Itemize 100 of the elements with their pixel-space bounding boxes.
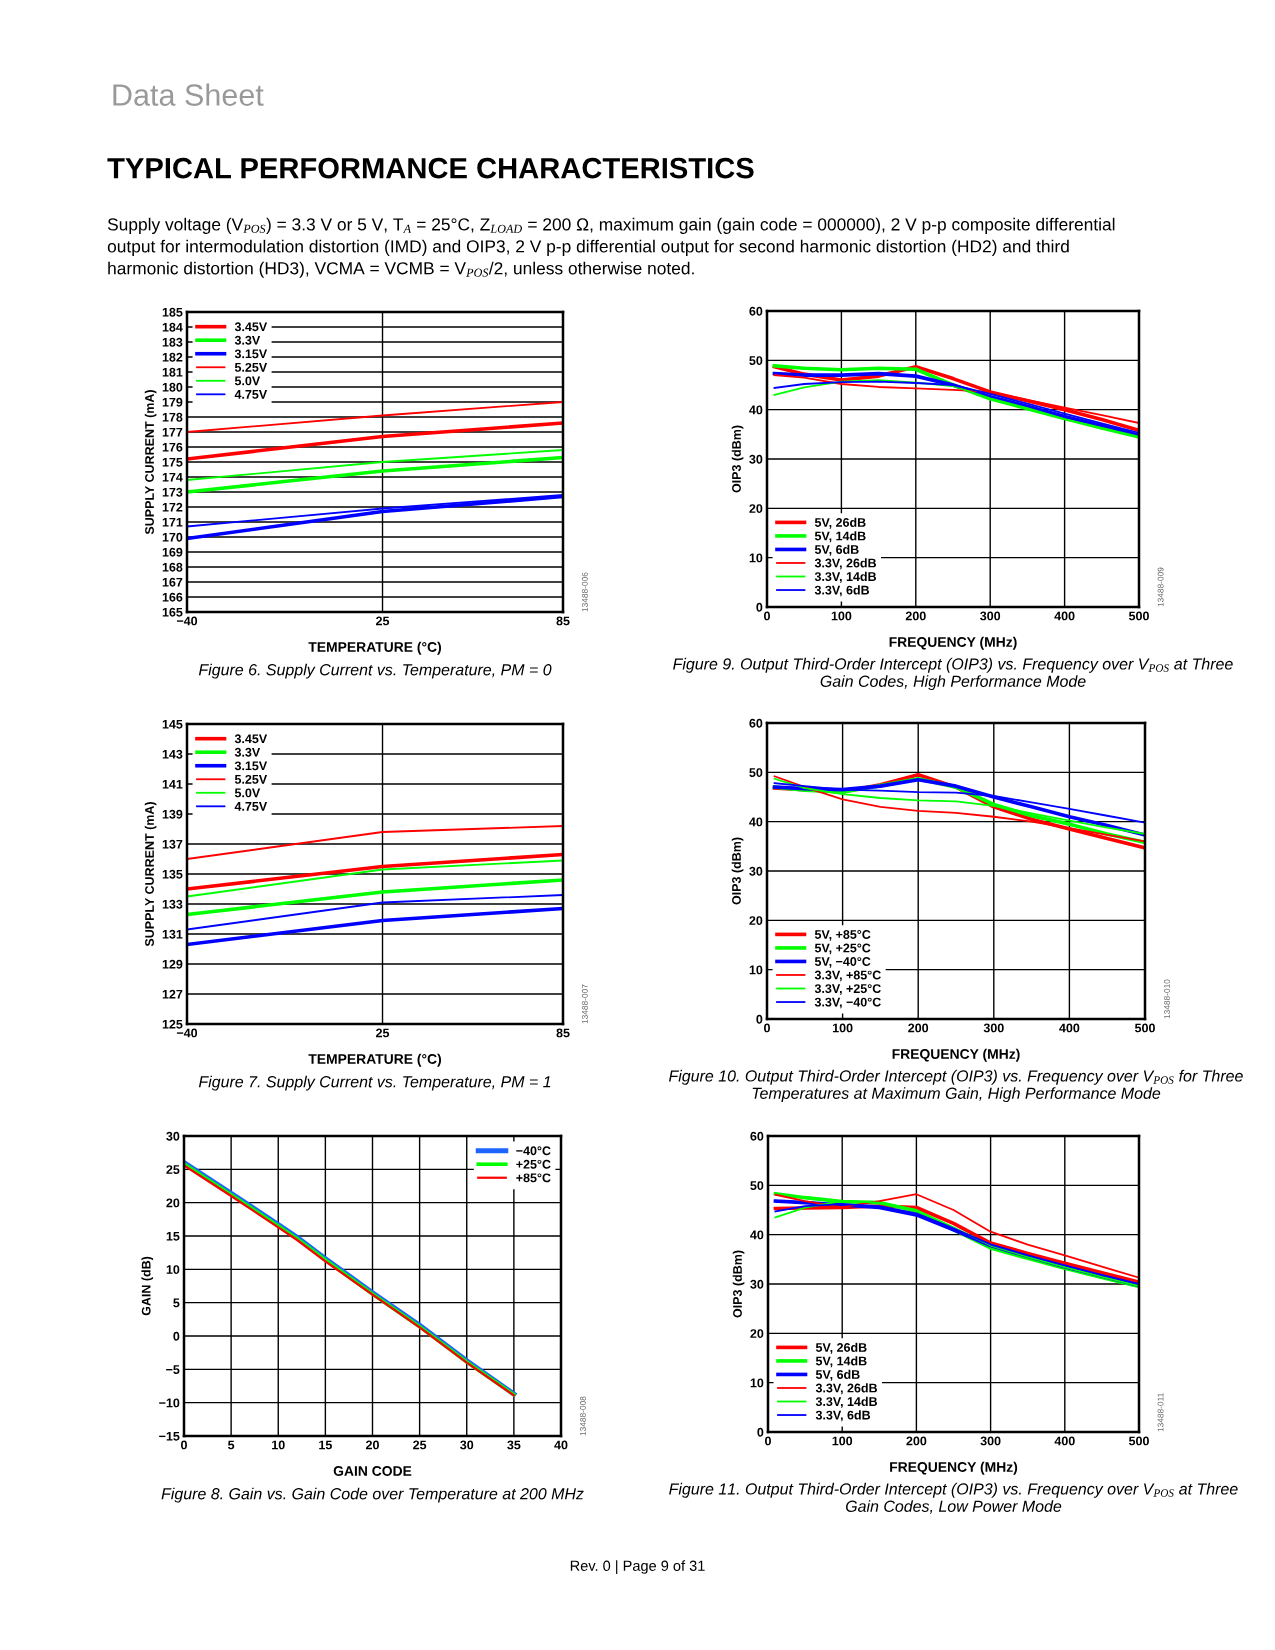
x-tick-label: 85 [556, 616, 570, 626]
legend-label: 3.3V, 14dB [814, 571, 877, 583]
x-tick-label: 300 [980, 1436, 1001, 1446]
y-tick-label: 60 [749, 306, 763, 316]
legend-label: 3.3V, 6dB [815, 1410, 871, 1422]
x-tick-label: 300 [980, 611, 1001, 621]
y-tick-label: 165 [162, 607, 183, 617]
x-tick-label: 200 [908, 1023, 929, 1033]
y-tick-label: 179 [162, 397, 183, 407]
y-tick-label: 170 [162, 532, 183, 542]
y-tick-label: 181 [162, 367, 183, 377]
y-tick-label: 10 [749, 965, 763, 975]
text: 13488-009 [1157, 567, 1164, 607]
x-tick-label: 100 [832, 1023, 853, 1033]
y-tick-label: 182 [162, 352, 183, 362]
y-tick-label: 171 [162, 517, 183, 527]
y-tick-label: 135 [162, 869, 183, 879]
y-tick-label: 0 [173, 1331, 180, 1341]
legend-label: 5V, 14dB [814, 531, 866, 543]
x-tick-label: 100 [831, 611, 852, 621]
y-tick-label: 166 [162, 592, 183, 602]
chart-title: Figure 9. Output Third-Order Intercept (OIP3) vs. Frequency over V$_{POS}$ at Three Gain Codes, High Performance Mode [673, 657, 1233, 691]
legend-label: 3.3V [234, 335, 261, 345]
x-tick-label: 25 [413, 1440, 427, 1450]
text: Supply voltage (V$_{POS}$) = 3.3 V or 5 V, T$_{A}$ = 25°C, Z$_{LOAD}$ = 200 Ω, maximum gain (gain code = 000000), 2 V p-p composite differential output for intermodulation distortion (IMD) and OIP3, 2 V p-p differential output for second harmonic distortion (HD2) and third harmonic distortion (HD3), VCMA = VCMB = V$_{POS}$/2, unless otherwise noted. [107, 217, 1115, 278]
legend-label: 3.3V, 26dB [814, 558, 877, 570]
y-tick-label: 184 [162, 322, 183, 332]
y-tick-label: 131 [162, 929, 183, 939]
y-tick-label: 141 [162, 779, 183, 789]
text: 13488-010 [1164, 979, 1170, 1019]
legend-label: 5V, −40°C [814, 957, 871, 968]
legend-label: 5V, 26dB [815, 1342, 867, 1354]
text: 13488-008 [579, 1396, 586, 1436]
legend-label: 3.45V [234, 322, 268, 332]
x-tick-label: −40 [176, 616, 198, 626]
legend-label: 3.15V [234, 761, 268, 771]
x-axis-title: TEMPERATURE (°C) [308, 1053, 441, 1067]
x-tick-label: 200 [906, 1436, 927, 1446]
x-axis-title: FREQUENCY (MHz) [890, 1461, 1018, 1475]
text: Figure 8. Gain vs. Gain Code over Temperature at 200 MHz [161, 1487, 584, 1503]
y-tick-label: 15 [166, 1231, 180, 1241]
y-tick-label: 40 [749, 817, 763, 827]
x-tick-label: 25 [376, 1028, 390, 1038]
text: Rev. 0 | Page 9 of 31 [570, 1560, 705, 1574]
legend-label: 3.3V, 26dB [815, 1383, 878, 1395]
y-tick-label: 40 [750, 1230, 764, 1240]
legend-label: 3.3V, 6dB [814, 585, 870, 597]
x-tick-label: 35 [507, 1440, 521, 1450]
y-tick-label: 5 [173, 1298, 180, 1308]
y-tick-label: 20 [749, 504, 763, 513]
y-tick-label: 25 [166, 1165, 180, 1174]
text: Figure 6. Supply Current vs. Temperature, PM = 0 [198, 663, 552, 679]
legend-label: 3.15V [234, 349, 268, 359]
y-tick-label: 129 [162, 959, 183, 969]
y-axis-title: SUPPLY CURRENT (mA) [144, 390, 157, 535]
legend-label: 5.0V [234, 376, 261, 386]
y-tick-label: 137 [162, 839, 183, 849]
y-tick-label: 30 [749, 866, 763, 876]
y-tick-label: 185 [162, 307, 183, 317]
legend-label: 3.3V, −40°C [814, 997, 881, 1009]
y-tick-label: 0 [756, 1014, 763, 1024]
y-tick-label: 133 [162, 899, 183, 909]
y-axis-title: SUPPLY CURRENT (mA) [144, 802, 157, 947]
x-tick-label: 85 [556, 1028, 570, 1038]
legend-label: +85°C [516, 1173, 551, 1183]
y-tick-label: 60 [749, 718, 763, 728]
legend-label: 4.75V [234, 802, 268, 811]
y-tick-label: −5 [166, 1365, 180, 1374]
legend-label: 5V, +25°C [814, 943, 871, 955]
x-tick-label: 400 [1059, 1023, 1080, 1033]
legend-label: 5.25V [234, 774, 268, 784]
x-tick-label: 400 [1054, 611, 1075, 621]
x-tick-label: 500 [1134, 1023, 1155, 1033]
legend-label: −40°C [516, 1146, 551, 1156]
y-tick-label: 177 [162, 427, 183, 437]
legend-label: 3.3V [234, 747, 261, 757]
legend-label: 5V, 6dB [814, 544, 859, 556]
y-tick-label: 174 [162, 472, 183, 482]
text: 13488-007 [581, 984, 588, 1024]
x-tick-label: 25 [376, 616, 390, 626]
y-tick-label: 143 [162, 749, 183, 759]
y-tick-label: 40 [749, 405, 763, 415]
legend-label: +25°C [516, 1159, 551, 1169]
y-tick-label: 0 [757, 1427, 764, 1437]
x-tick-label: 10 [272, 1440, 285, 1450]
x-axis-title: FREQUENCY (MHz) [892, 1048, 1020, 1062]
y-tick-label: −15 [159, 1431, 180, 1441]
y-axis-title: OIP3 (dBm) [731, 837, 744, 905]
y-axis-title: OIP3 (dBm) [732, 1250, 745, 1318]
y-tick-label: 173 [162, 487, 183, 497]
y-tick-label: −10 [159, 1398, 180, 1408]
y-tick-label: 125 [162, 1019, 183, 1029]
y-axis-title: GAIN (dB) [141, 1256, 154, 1316]
y-tick-label: 30 [166, 1131, 180, 1141]
legend-label: 5.25V [234, 362, 268, 372]
legend-label: 3.45V [234, 734, 268, 744]
text: TYPICAL PERFORMANCE CHARACTERISTICS [107, 157, 754, 179]
x-tick-label: 300 [983, 1023, 1004, 1033]
x-tick-label: 5 [228, 1440, 235, 1450]
x-tick-label: 0 [765, 1436, 771, 1446]
